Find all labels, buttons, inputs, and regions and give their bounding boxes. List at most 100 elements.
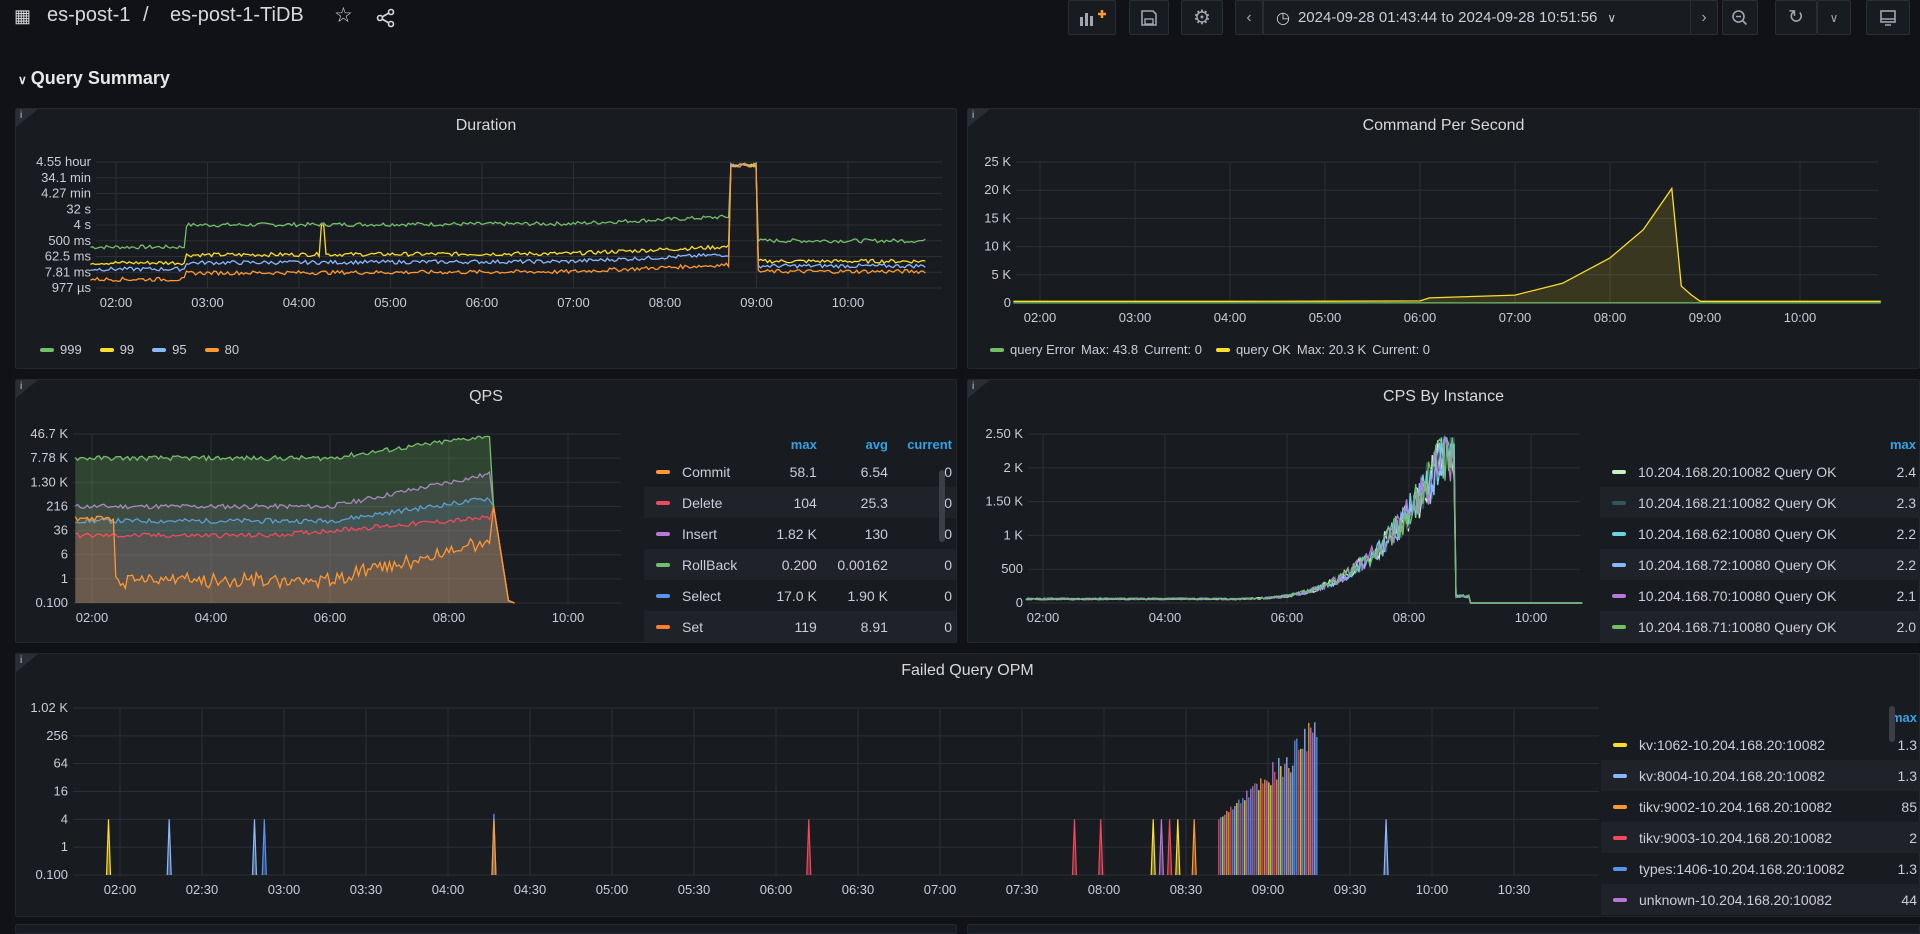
legend-label: 999 xyxy=(60,342,82,357)
star-icon[interactable]: ☆ xyxy=(334,4,353,27)
legend-value-cell: 0 xyxy=(891,549,956,580)
failed-query-spike xyxy=(806,819,812,876)
panel-title[interactable]: CPS By Instance xyxy=(1383,388,1504,405)
x-tick-label: 09:00 xyxy=(1252,882,1285,897)
panel-title[interactable]: QPS xyxy=(469,388,503,405)
legend-row[interactable]: 10.204.168.62:10080 Query OK 2.2 xyxy=(1600,518,1920,549)
legend-swatch xyxy=(152,347,167,352)
add-panel-button[interactable] xyxy=(1068,0,1116,35)
x-tick-label: 10:00 xyxy=(1416,882,1449,897)
view-mode-button[interactable] xyxy=(1866,0,1910,35)
legend-item[interactable]: query Error Max: 43.8 Current: 0 xyxy=(990,342,1202,357)
legend-row[interactable]: 10.204.168.20:10082 Query OK 2.4 xyxy=(1600,456,1920,487)
legend-item[interactable]: 999 xyxy=(40,342,82,357)
y-tick-label: 1.50 K xyxy=(985,494,1023,509)
legend-value-cell: 25.3 xyxy=(820,487,892,518)
instance-series-line xyxy=(1025,436,1583,604)
legend-row[interactable]: Commit 58.1 6.54 0 xyxy=(644,456,956,487)
legend-column-header[interactable]: avg xyxy=(865,436,888,452)
x-tick-label: 05:00 xyxy=(374,295,407,310)
time-shift-forward-button[interactable]: › xyxy=(1690,0,1718,35)
save-dashboard-button[interactable] xyxy=(1129,0,1169,35)
legend-value-cell: 2 xyxy=(1882,822,1920,853)
legend-series-name: 10.204.168.71:10080 Query OK xyxy=(1638,618,1837,635)
legend-series-name: kv:8004-10.204.168.20:10082 xyxy=(1639,767,1826,784)
cps-instance-graph[interactable]: 2.50 K 2 K 1.50 K 1 K 500 0 02:00 04:00 06:00 08:… xyxy=(968,380,1598,644)
legend-item[interactable]: query OK Max: 20.3 K Current: 0 xyxy=(1215,342,1430,357)
legend-row[interactable]: Select 17.0 K 1.90 K 0 xyxy=(644,580,956,611)
zoom-out-button[interactable] xyxy=(1722,0,1758,35)
legend-row[interactable]: types:1406-10.204.168.20:10082 1.3 xyxy=(1601,853,1920,884)
breadcrumb-dashboard[interactable]: es-post-1-TiDB xyxy=(170,4,304,26)
legend-item[interactable]: 80 xyxy=(204,342,239,357)
x-tick-label: 10:00 xyxy=(552,610,585,625)
legend-row[interactable]: Insert 1.82 K 130 0 xyxy=(644,518,956,549)
dashboard-settings-button[interactable]: ⚙ xyxy=(1181,0,1223,35)
legend-row[interactable]: 10.204.168.72:10080 Query OK 2.2 xyxy=(1600,549,1920,580)
refresh-button[interactable]: ↻ xyxy=(1775,0,1817,35)
legend-name-cell: 10.204.168.62:10080 Query OK xyxy=(1600,518,1880,549)
legend-row[interactable]: tikv:9003-10.204.168.20:10082 2 xyxy=(1601,822,1920,853)
chevron-left-icon: ‹ xyxy=(1246,8,1252,26)
legend-name-cell: 10.204.168.21:10082 Query OK xyxy=(1600,487,1881,518)
legend-column-header[interactable]: max xyxy=(1890,709,1917,725)
legend-series-name: 10.204.168.72:10080 Query OK xyxy=(1638,556,1837,573)
legend-value-cell: 17.0 K xyxy=(776,587,817,604)
share-icon xyxy=(376,8,395,28)
legend-name-cell: 10.204.168.71:10080 Query OK xyxy=(1600,611,1881,642)
row-header[interactable]: ∨ Query Summary xyxy=(18,68,170,89)
legend-value-cell: 6.54 xyxy=(860,463,888,480)
legend-row[interactable]: tikv:9002-10.204.168.20:10082 85 xyxy=(1601,791,1920,822)
refresh-interval-picker[interactable]: ∨ xyxy=(1817,0,1851,35)
x-tick-label: 03:00 xyxy=(191,295,224,310)
legend-swatch xyxy=(1613,897,1627,902)
panel-title[interactable]: Command Per Second xyxy=(1362,117,1525,134)
next-panel-edge xyxy=(967,924,1920,934)
share-button[interactable] xyxy=(376,4,396,34)
legend-row[interactable]: kv:1062-10.204.168.20:10082 1.3 xyxy=(1601,729,1920,760)
y-tick-label: 10 K xyxy=(984,239,1011,254)
add-panel-icon xyxy=(1080,9,1106,26)
legend-swatch xyxy=(656,531,670,536)
legend-row[interactable]: Delete 104 25.3 0 xyxy=(644,487,956,518)
clock-icon: ◷ xyxy=(1276,9,1290,27)
failed-query-graph[interactable]: 1.02 K 256 64 16 4 1 0.100 02:00 02:30 03:00 03:30… xyxy=(16,654,1606,918)
y-tick-label: 4.27 min xyxy=(41,186,91,201)
legend-series-name: RollBack xyxy=(682,556,738,573)
qps-series-line-area xyxy=(75,472,515,603)
panel-title[interactable]: Duration xyxy=(455,117,517,134)
y-tick-label: 6 xyxy=(61,547,68,562)
qps-series-line xyxy=(74,506,515,604)
legend-column-header[interactable]: max xyxy=(790,436,817,452)
legend-row[interactable]: 10.204.168.70:10080 Query OK 2.1 xyxy=(1600,580,1920,611)
legend-row[interactable]: 10.204.168.71:10080 Query OK 2.0 xyxy=(1600,611,1920,642)
breadcrumb-folder[interactable]: es-post-1 xyxy=(47,4,131,26)
legend-item[interactable]: 95 xyxy=(152,342,187,357)
legend-swatch xyxy=(1613,835,1627,840)
legend-column-header[interactable]: max xyxy=(1889,436,1916,452)
cps-graph[interactable]: 25 K 20 K 15 K 10 K 5 K 0 02:00 03:00 04:00 05:00… xyxy=(968,109,1920,370)
panel-title[interactable]: Failed Query OPM xyxy=(901,662,1034,679)
legend-row[interactable]: Set 119 8.91 0 xyxy=(644,611,956,642)
legend-row[interactable]: RollBack 0.200 0.00162 0 xyxy=(644,549,956,580)
time-shift-back-button[interactable]: ‹ xyxy=(1235,0,1263,35)
qps-graph[interactable]: 46.7 K 7.78 K 1.30 K 216 36 6 1 0.100 02:00 04:00… xyxy=(16,380,646,644)
duration-legend: 999 99 95 80 xyxy=(40,342,239,357)
legend-value-cell: 0 xyxy=(944,587,952,604)
legend-column-header[interactable]: current xyxy=(907,436,952,452)
legend-item[interactable]: 99 xyxy=(99,342,134,357)
legend-row[interactable]: kv:8004-10.204.168.20:10082 1.3 xyxy=(1601,760,1920,791)
legend-scrollbar[interactable] xyxy=(939,470,945,542)
legend-scrollbar[interactable] xyxy=(1889,706,1895,742)
failed-query-spike xyxy=(491,819,497,876)
legend-row[interactable]: unknown-10.204.168.20:10082 44 xyxy=(1601,884,1920,915)
legend-row[interactable]: 10.204.168.21:10082 Query OK 2.3 xyxy=(1600,487,1920,518)
dashboards-grid-icon[interactable]: ▦ xyxy=(14,6,32,26)
failed-query-legend-table: max kv:1062-10.204.168.20:10082 1.3 kv:8004… xyxy=(1601,705,1920,915)
legend-header-blank xyxy=(644,432,762,456)
legend-label: query Error xyxy=(1010,342,1076,357)
time-range-picker[interactable]: ◷ 2024-09-28 01:43:44 to 2024-09-28 10:5… xyxy=(1263,0,1691,35)
y-tick-label: 5 K xyxy=(991,267,1011,282)
